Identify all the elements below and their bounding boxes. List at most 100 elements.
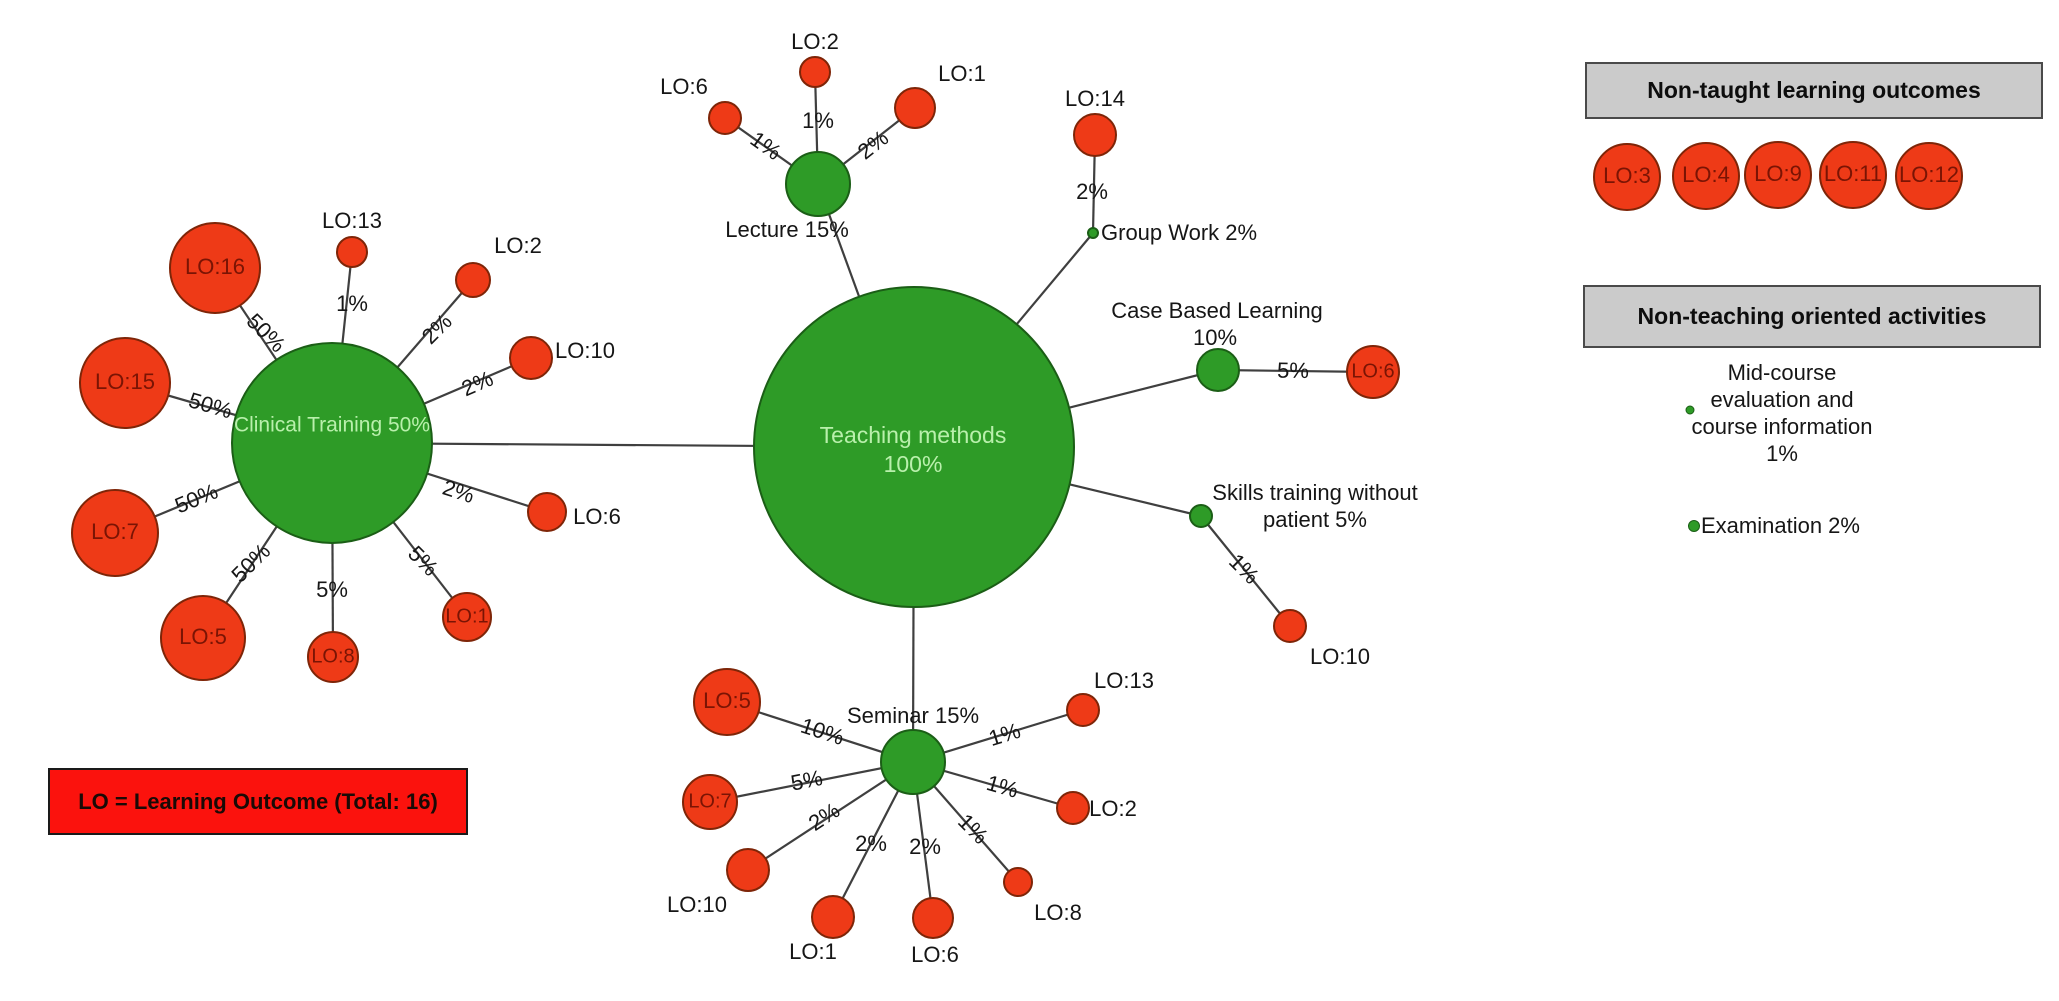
edge-label-clinical-lo1-clinical: 5%	[403, 541, 443, 581]
method-node-cbl-label: 10%	[1193, 325, 1237, 350]
method-node-teaching	[753, 286, 1075, 608]
edge-label-seminar-lo1-seminar: 2%	[855, 831, 887, 856]
outcome-label-lo9-panel: LO:9	[1754, 161, 1802, 186]
outcome-label-lo8-clinical: LO:8	[311, 645, 354, 667]
outcome-label-lo13-seminar: LO:13	[1094, 668, 1154, 693]
outcome-node-lo15-clinical	[79, 337, 171, 429]
method-node-teaching-label: Teaching methods	[820, 422, 1007, 448]
edge-label-clinical-lo8-clinical: 5%	[316, 577, 348, 602]
outcome-node-lo13-seminar	[1066, 693, 1100, 727]
edge-label-clinical-lo15-clinical: 50%	[186, 387, 235, 423]
outcome-node-lo6-cbl	[1346, 345, 1400, 399]
method-node-clinical-label: Clinical Training 50%	[234, 414, 430, 437]
mid-course-evaluation-label: 1%	[1766, 441, 1798, 466]
outcome-node-lo16-clinical	[169, 222, 261, 314]
edge-label-seminar-lo6-seminar: 2%	[909, 834, 941, 859]
outcome-label-lo8-seminar: LO:8	[1034, 900, 1082, 925]
outcome-label-lo12-panel: LO:12	[1899, 162, 1959, 187]
examination-dot	[1688, 520, 1700, 532]
outcome-node-lo2-lecture	[799, 56, 831, 88]
outcome-node-lo8-seminar	[1003, 867, 1033, 897]
method-node-clinical	[231, 342, 433, 544]
edge-label-clinical-lo10-clinical: 2%	[458, 366, 497, 401]
outcome-label-lo7-clinical: LO:7	[91, 519, 139, 544]
method-node-lecture-label: Lecture 15%	[725, 217, 849, 242]
edge-label-lecture-lo2-lecture: 1%	[802, 108, 834, 133]
outcome-label-lo16-clinical: LO:16	[185, 254, 245, 279]
method-node-lecture	[785, 151, 851, 217]
non-taught-outcomes-header: Non-taught learning outcomes	[1585, 62, 2043, 119]
outcome-node-lo13-clinical	[336, 236, 368, 268]
outcome-node-lo14-groupwork	[1073, 113, 1117, 157]
outcome-label-lo14-groupwork: LO:14	[1065, 86, 1125, 111]
outcome-label-lo10-seminar: LO:10	[667, 892, 727, 917]
outcome-node-lo1-clinical	[442, 592, 492, 642]
outcome-label-lo10-clinical: LO:10	[555, 338, 615, 363]
edge-label-clinical-lo2-clinical: 2%	[417, 309, 457, 349]
mid-course-evaluation-label: Mid-course	[1728, 360, 1837, 385]
outcome-node-lo7-clinical	[71, 489, 159, 577]
outcome-node-lo2-seminar	[1056, 791, 1090, 825]
edge-label-skills-lo10-skills: 1%	[1224, 549, 1264, 589]
edge-skills-lo10-skills	[1200, 515, 1291, 627]
outcome-node-lo3-panel	[1593, 143, 1661, 211]
outcome-label-lo5-clinical: LO:5	[179, 624, 227, 649]
edge-seminar-lo7-seminar	[709, 760, 914, 804]
edge-label-lecture-lo6-lecture: 1%	[746, 126, 786, 165]
outcome-label-lo1-lecture: LO:1	[938, 61, 986, 86]
outcome-label-lo2-lecture: LO:2	[791, 29, 839, 54]
edge-label-seminar-lo2-seminar: 1%	[984, 770, 1021, 803]
outcome-node-lo8-clinical	[307, 631, 359, 683]
outcome-node-lo5-clinical	[160, 595, 246, 681]
edge-label-cbl-lo6-cbl: 5%	[1277, 358, 1309, 383]
outcome-node-lo5-seminar	[693, 668, 761, 736]
outcome-node-lo4-panel	[1672, 142, 1740, 210]
non-teaching-activities-header: Non-teaching oriented activities	[1583, 285, 2041, 348]
outcome-node-lo12-panel	[1895, 142, 1963, 210]
outcome-label-lo5-seminar: LO:5	[703, 688, 751, 713]
mid-course-evaluation-label: evaluation and	[1710, 387, 1853, 412]
outcome-label-lo6-lecture: LO:6	[660, 74, 708, 99]
outcome-node-lo2-clinical	[455, 262, 491, 298]
outcome-label-lo1-seminar: LO:1	[789, 939, 837, 964]
outcome-node-lo9-panel	[1744, 141, 1812, 209]
outcome-label-lo3-panel: LO:3	[1603, 163, 1651, 188]
outcome-node-lo10-skills	[1273, 609, 1307, 643]
mid-course-evaluation-label: course information	[1692, 414, 1873, 439]
edge-label-seminar-lo5-seminar: 10%	[798, 713, 848, 750]
outcome-node-lo10-clinical	[509, 336, 553, 380]
outcome-label-lo2-seminar: LO:2	[1089, 796, 1137, 821]
outcome-label-lo10-skills: LO:10	[1310, 644, 1370, 669]
outcome-label-lo15-clinical: LO:15	[95, 369, 155, 394]
method-node-cbl	[1196, 348, 1240, 392]
method-node-cbl-label: Case Based Learning	[1111, 298, 1323, 323]
outcome-label-lo6-clinical: LO:6	[573, 504, 621, 529]
edge-label-clinical-lo13-clinical: 1%	[336, 291, 368, 316]
method-node-groupwork	[1087, 227, 1099, 239]
outcome-node-lo1-seminar	[811, 895, 855, 939]
outcome-node-lo7-seminar	[682, 774, 738, 830]
outcome-label-lo1-clinical: LO:1	[445, 605, 488, 627]
outcome-node-lo6-seminar	[912, 897, 954, 939]
method-node-seminar-label: Seminar 15%	[847, 703, 979, 728]
mid-course-evaluation-dot	[1685, 405, 1695, 415]
outcome-label-lo6-seminar: LO:6	[911, 942, 959, 967]
edge-label-clinical-lo5-clinical: 50%	[226, 538, 275, 587]
method-node-skills	[1189, 504, 1213, 528]
outcome-label-lo2-clinical: LO:2	[494, 233, 542, 258]
examination-label: Examination 2%	[1701, 513, 1860, 538]
outcome-label-lo7-seminar: LO:7	[688, 790, 731, 812]
edge-label-seminar-lo7-seminar: 5%	[789, 765, 825, 796]
outcome-label-lo4-panel: LO:4	[1682, 162, 1730, 187]
outcome-node-lo1-lecture	[894, 87, 936, 129]
outcome-node-lo11-panel	[1819, 141, 1887, 209]
method-node-skills-label: patient 5%	[1263, 507, 1367, 532]
outcome-label-lo6-cbl: LO:6	[1351, 360, 1394, 382]
outcome-label-lo13-clinical: LO:13	[322, 208, 382, 233]
outcome-node-lo10-seminar	[726, 848, 770, 892]
outcome-node-lo6-lecture	[708, 101, 742, 135]
outcome-label-lo11-panel: LO:11	[1824, 161, 1882, 186]
edge-label-groupwork-lo14-groupwork: 2%	[1076, 179, 1108, 204]
method-node-groupwork-label: Group Work 2%	[1101, 220, 1257, 245]
